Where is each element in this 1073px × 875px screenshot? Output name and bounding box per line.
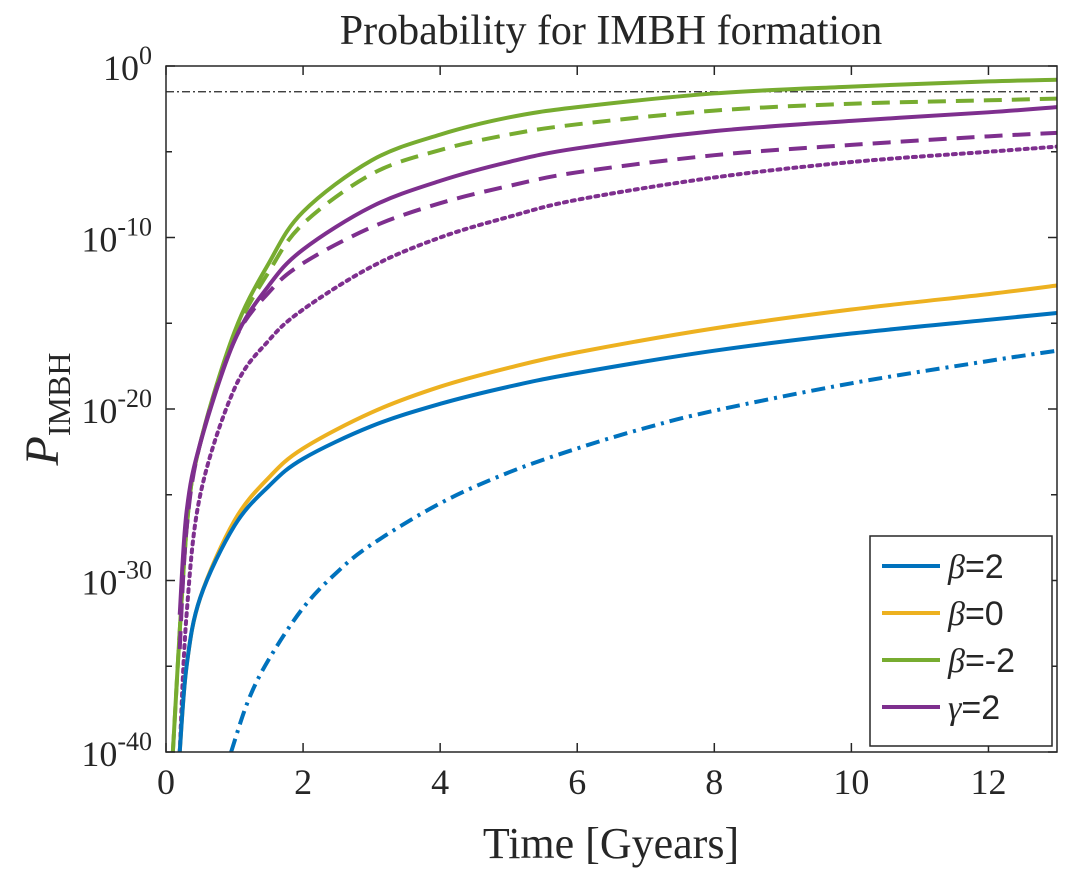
y-axis-label-main: P <box>16 436 69 466</box>
legend-label: γ=2 <box>948 689 1000 727</box>
x-tick-label: 6 <box>568 762 586 802</box>
legend-label: β=0 <box>947 595 1004 633</box>
series-line-6 <box>177 310 1057 752</box>
series-line-1 <box>170 96 1057 752</box>
x-tick-label: 0 <box>157 762 175 802</box>
x-tick-label: 10 <box>833 762 869 802</box>
svg-text:PIMBH: PIMBH <box>16 353 77 467</box>
chart-title: Probability for IMBH formation <box>340 8 882 54</box>
y-axis-label-sub: IMBH <box>41 353 77 437</box>
tick-layer: 0 2 4 6 8 10 12 100 10-10 10-20 10-30 10-40 <box>81 41 1057 802</box>
x-tick-label: 4 <box>431 762 449 802</box>
x-tick-label: 8 <box>705 762 723 802</box>
y-tick-label: 10-20 <box>81 384 152 431</box>
series-line-2 <box>177 105 1057 615</box>
series-line-7 <box>229 348 1057 752</box>
y-tick-label: 10-30 <box>81 556 152 603</box>
y-axis-label: PIMBH <box>16 353 77 467</box>
legend-box <box>869 535 1053 747</box>
y-tick-label: 100 <box>103 41 152 88</box>
y-tick-label: 10-40 <box>81 727 152 774</box>
plot-area: 0 2 4 6 8 10 12 100 10-10 10-20 10-30 10-40 <box>81 41 1058 802</box>
legend-entries: β=2 β=0 β=-2 γ=2 <box>882 548 1015 727</box>
series-line-4 <box>177 144 1057 752</box>
series-layer <box>166 77 1057 752</box>
x-tick-label: 12 <box>970 762 1006 802</box>
y-tick-label: 10-10 <box>81 213 152 260</box>
legend-label: β=2 <box>947 548 1004 586</box>
x-axis-label: Time [Gyears] <box>483 819 739 868</box>
x-tick-label: 2 <box>294 762 312 802</box>
legend: β=2 β=0 β=-2 γ=2 <box>869 535 1053 747</box>
series-line-3 <box>177 130 1057 650</box>
legend-label: β=-2 <box>947 642 1015 680</box>
